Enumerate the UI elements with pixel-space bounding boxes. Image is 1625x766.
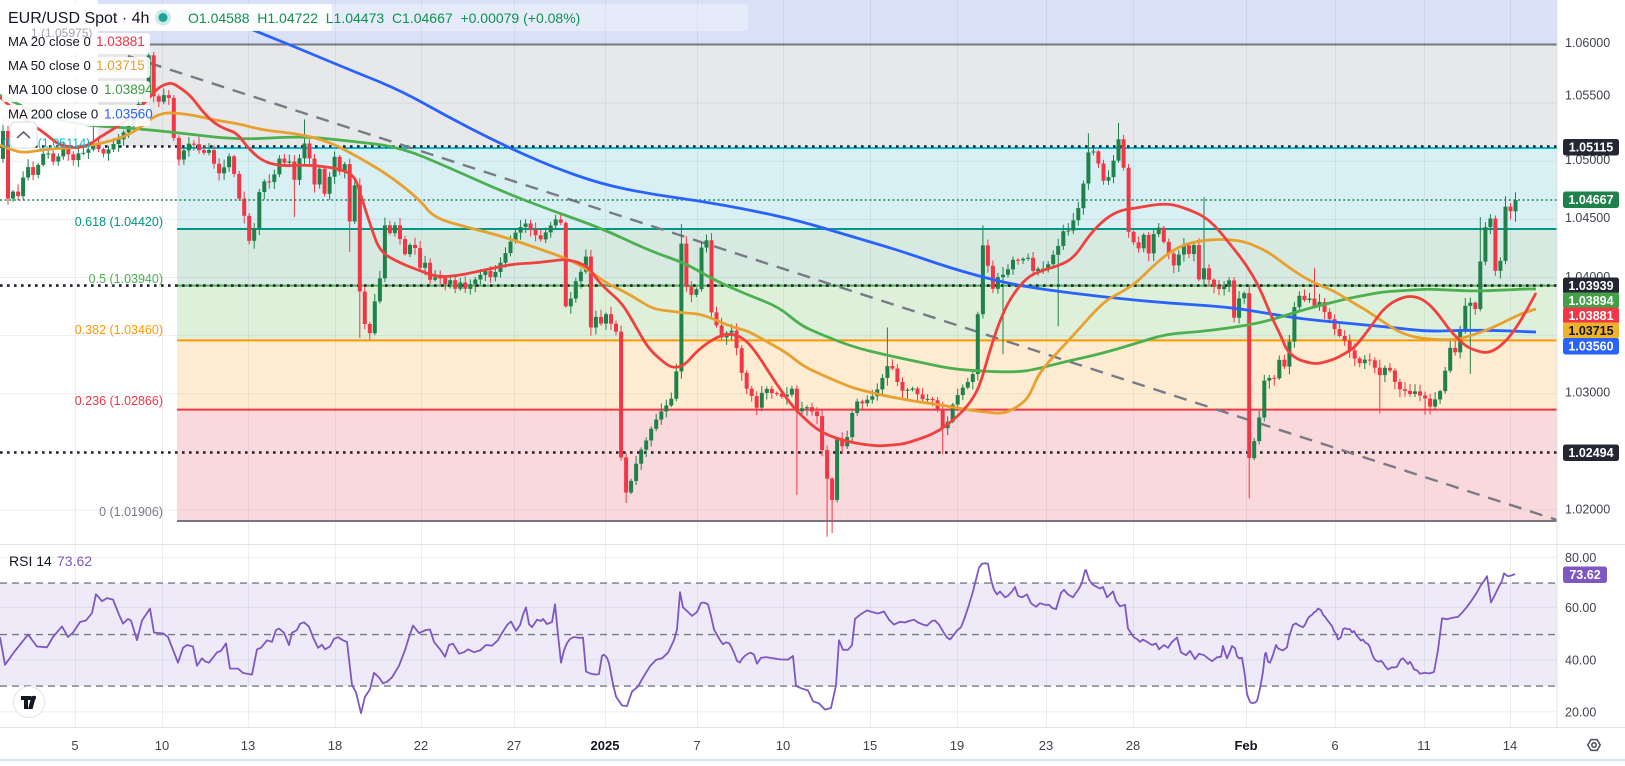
svg-text:1.03881: 1.03881 [1568, 309, 1613, 323]
svg-text:1.03000: 1.03000 [1565, 386, 1610, 400]
svg-text:RSI 14: RSI 14 [9, 553, 52, 569]
svg-text:MA 50 close 0: MA 50 close 0 [8, 58, 91, 73]
svg-text:1.03560: 1.03560 [1568, 340, 1613, 354]
svg-text:1.03715: 1.03715 [96, 58, 145, 73]
svg-text:MA 20 close 0: MA 20 close 0 [8, 34, 91, 49]
svg-text:10: 10 [776, 738, 790, 753]
svg-text:0.618 (1.04420): 0.618 (1.04420) [75, 215, 163, 229]
svg-text:EUR/USD Spot · 4h: EUR/USD Spot · 4h [8, 10, 149, 27]
svg-text:MA 100 close 0: MA 100 close 0 [8, 82, 98, 97]
svg-text:27: 27 [507, 738, 521, 753]
svg-text:1.02000: 1.02000 [1565, 503, 1610, 517]
svg-text:1.03939: 1.03939 [1568, 279, 1613, 293]
svg-text:1.04667: 1.04667 [1568, 193, 1613, 207]
svg-text:1.03715: 1.03715 [1568, 324, 1613, 338]
svg-text:73.62: 73.62 [1569, 568, 1600, 582]
svg-text:1.03894: 1.03894 [1568, 294, 1613, 308]
svg-text:1.06000: 1.06000 [1565, 36, 1610, 50]
svg-text:1.05500: 1.05500 [1565, 89, 1610, 103]
svg-text:19: 19 [950, 738, 964, 753]
svg-text:11: 11 [1417, 738, 1431, 753]
svg-text:0.382 (1.03460): 0.382 (1.03460) [75, 323, 163, 337]
svg-text:80.00: 80.00 [1565, 551, 1596, 565]
svg-text:0.5 (1.03940): 0.5 (1.03940) [89, 272, 163, 286]
svg-text:1.04500: 1.04500 [1565, 211, 1610, 225]
svg-text:Feb: Feb [1234, 738, 1257, 753]
svg-text:0.236 (1.02866): 0.236 (1.02866) [75, 394, 163, 408]
svg-text:13: 13 [241, 738, 255, 753]
svg-text:O1.04588 H1.04722 L1.04473: O1.04588 H1.04722 L1.04473 C1.04667 +0.0… [188, 10, 580, 26]
svg-text:73.62: 73.62 [57, 553, 92, 569]
svg-text:1.03894: 1.03894 [104, 82, 153, 97]
svg-text:28: 28 [1126, 738, 1140, 753]
svg-text:2025: 2025 [591, 738, 620, 753]
svg-text:20.00: 20.00 [1565, 705, 1596, 719]
svg-text:1.05000: 1.05000 [1565, 153, 1610, 167]
svg-text:60.00: 60.00 [1565, 601, 1596, 615]
svg-text:0 (1.01906): 0 (1.01906) [99, 505, 163, 519]
svg-text:10: 10 [155, 738, 169, 753]
svg-text:1.03560: 1.03560 [104, 107, 153, 122]
svg-text:40.00: 40.00 [1565, 653, 1596, 667]
svg-text:1.05115: 1.05115 [1569, 141, 1614, 155]
svg-text:18: 18 [328, 738, 342, 753]
svg-text:15: 15 [863, 738, 877, 753]
svg-text:1 (1.05975): 1 (1.05975) [31, 26, 92, 40]
svg-text:23: 23 [1039, 738, 1053, 753]
svg-text:MA 200 close 0: MA 200 close 0 [8, 107, 98, 122]
svg-text:14: 14 [1503, 738, 1517, 753]
svg-text:7: 7 [693, 738, 700, 753]
svg-text:5: 5 [71, 738, 78, 753]
svg-text:1.03881: 1.03881 [96, 34, 145, 49]
svg-text:1.02494: 1.02494 [1568, 446, 1613, 460]
svg-text:6: 6 [1331, 738, 1338, 753]
svg-text:22: 22 [414, 738, 428, 753]
